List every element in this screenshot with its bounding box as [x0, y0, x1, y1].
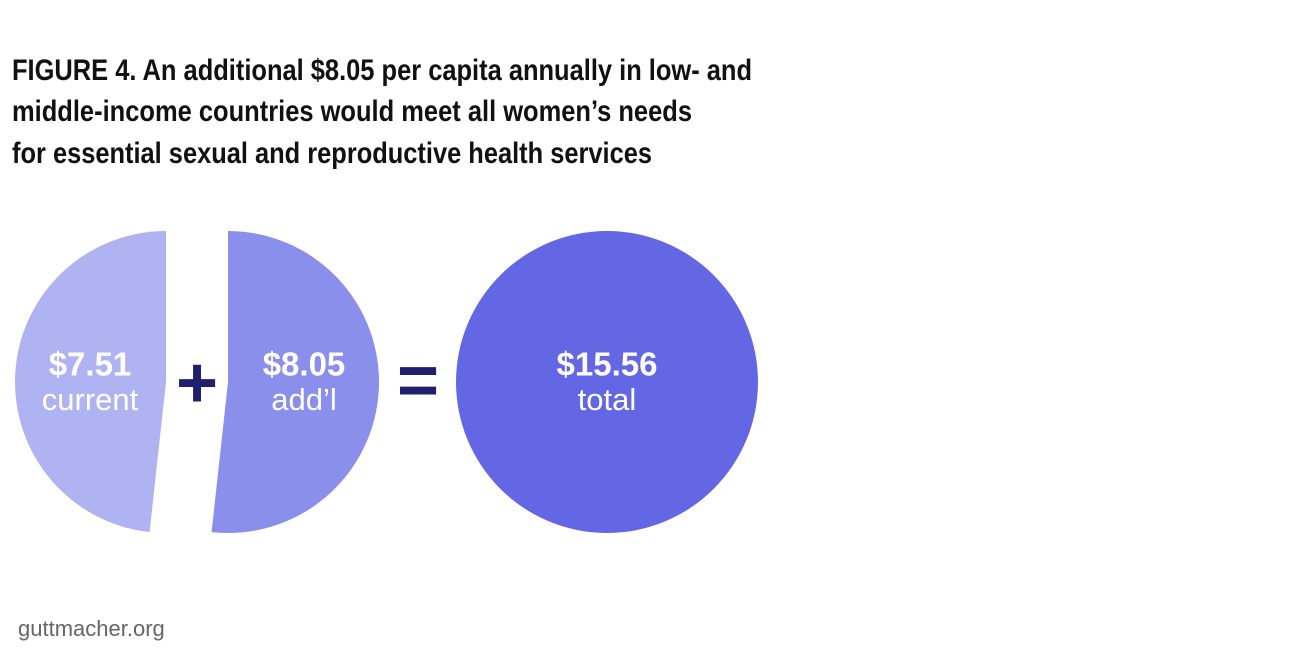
- chart-title: middle-income countries would meet all w…: [12, 95, 692, 128]
- value-label: $8.05: [263, 346, 346, 383]
- value-label: $7.51: [49, 346, 132, 383]
- category-label: total: [578, 382, 637, 417]
- total-circle: [456, 231, 758, 533]
- pie-slice: [211, 231, 379, 533]
- chart-title: FIGURE 4. An additional $8.05 per capita…: [12, 54, 752, 87]
- category-label: add’l: [271, 382, 337, 417]
- operator: =: [397, 341, 439, 421]
- chart-title: for essential sexual and reproductive he…: [12, 137, 652, 170]
- category-label: current: [42, 382, 139, 417]
- operator: +: [176, 343, 218, 423]
- source: guttmacher.org: [18, 616, 165, 641]
- pie-slice: [14, 231, 166, 533]
- value-label: $15.56: [557, 346, 658, 383]
